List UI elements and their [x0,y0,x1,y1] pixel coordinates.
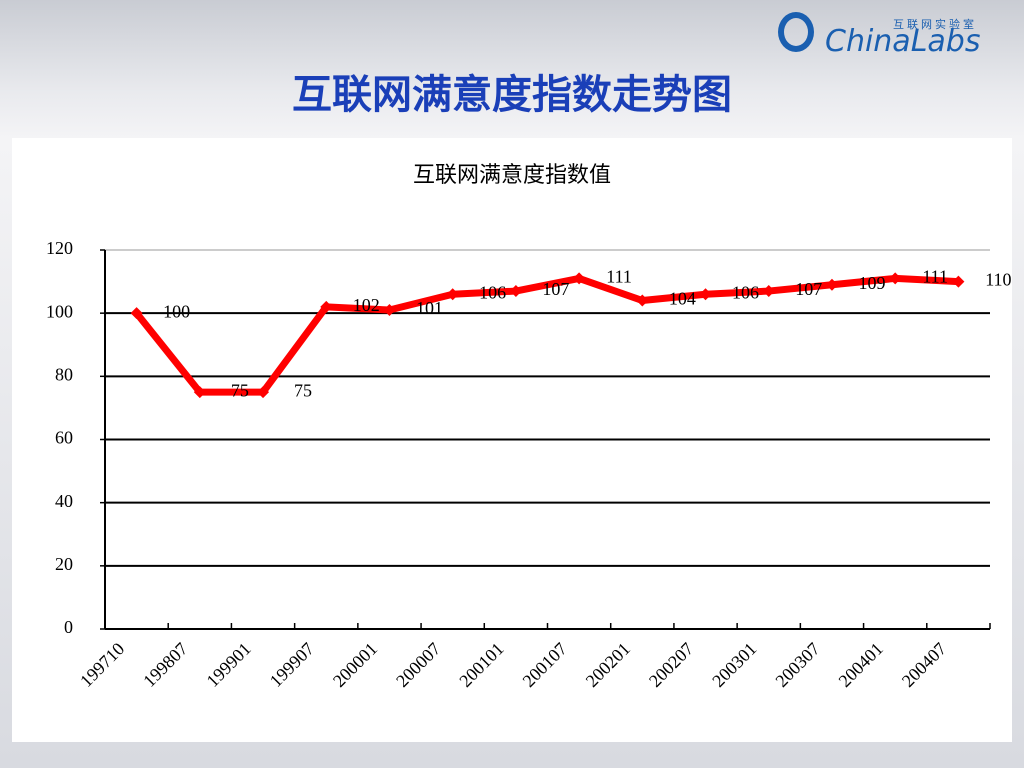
point [193,386,206,399]
point [699,288,712,301]
point [952,275,965,288]
data-label: 75 [294,380,312,400]
point [636,294,649,307]
point [889,272,902,285]
data-label: 107 [542,279,569,299]
chart-title: 互联网满意度指数值 [413,163,611,188]
data-label: 107 [795,279,822,299]
line [133,274,959,396]
point [573,272,586,285]
y-tick-label: 40 [55,491,73,511]
data-label: 111 [922,267,948,287]
point [383,304,396,317]
point [130,307,143,320]
point [257,386,270,399]
data-label: 102 [353,295,380,315]
logo-ring [778,12,814,52]
logo: ChinaLabs [825,24,981,59]
data-label: 110 [985,270,1011,290]
point [825,278,838,291]
data-label: 100 [163,301,190,321]
data-label: 104 [669,289,696,309]
point [509,285,522,298]
y-tick-label: 120 [46,238,73,258]
data-label: 111 [606,267,632,287]
slide-title: 互联网满意度指数走势图 [292,72,732,118]
data-label: 75 [231,380,249,400]
y-tick-label: 0 [64,617,73,637]
point [762,285,775,298]
data-label: 101 [416,298,443,318]
logo-subtitle: 互联网实验室 [893,18,977,31]
data-label: 106 [732,282,759,302]
data-label: 109 [858,273,885,293]
point [446,288,459,301]
point [320,300,333,313]
y-tick-label: 80 [55,364,73,384]
data-label: 106 [479,282,506,302]
y-tick-label: 100 [46,301,73,321]
y-tick-label: 20 [55,554,73,574]
y-tick-label: 60 [55,428,73,448]
